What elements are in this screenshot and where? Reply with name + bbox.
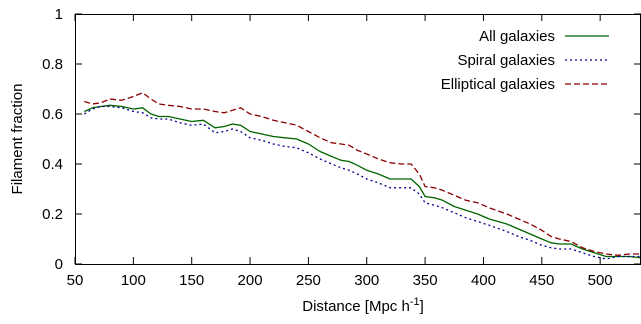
x-tick-label: 100	[121, 272, 146, 289]
y-tick-label: 0.2	[42, 206, 63, 223]
x-tick-label: 250	[296, 272, 321, 289]
series-line-elliptical-galaxies	[84, 92, 641, 256]
x-tick-label: 300	[354, 272, 379, 289]
x-tick-label: 450	[529, 272, 554, 289]
x-tick-label: 200	[238, 272, 263, 289]
legend: All galaxies Spiral galaxies Elliptical ga…	[441, 28, 609, 93]
x-tick-label: 350	[413, 272, 438, 289]
legend-label: Spiral galaxies	[457, 52, 555, 69]
y-tick-label: 0	[55, 256, 63, 273]
y-tick-label: 0.4	[42, 156, 63, 173]
x-tick-label: 400	[471, 272, 496, 289]
y-tick-label: 1	[55, 6, 63, 23]
y-tick-label: 0.6	[42, 106, 63, 123]
x-tick-label: 150	[179, 272, 204, 289]
series-line-spiral-galaxies	[83, 105, 641, 260]
y-axis-label: Filament fraction	[9, 84, 26, 195]
series-layer	[83, 92, 641, 260]
legend-label: All galaxies	[479, 28, 555, 45]
x-axis-label: Distance [Mpc h-1]	[302, 296, 424, 315]
legend-label: Elliptical galaxies	[441, 76, 555, 93]
x-tick-label: 500	[588, 272, 613, 289]
x-tick-label: 50	[67, 272, 84, 289]
plot-frame	[75, 14, 641, 265]
y-tick-label: 0.8	[42, 56, 63, 73]
series-line-all-galaxies	[84, 104, 641, 259]
ticks-layer: 50 100 150 200 250 300 350 400 450 500 0 0.2 0.4 0.6 0…	[42, 6, 641, 289]
